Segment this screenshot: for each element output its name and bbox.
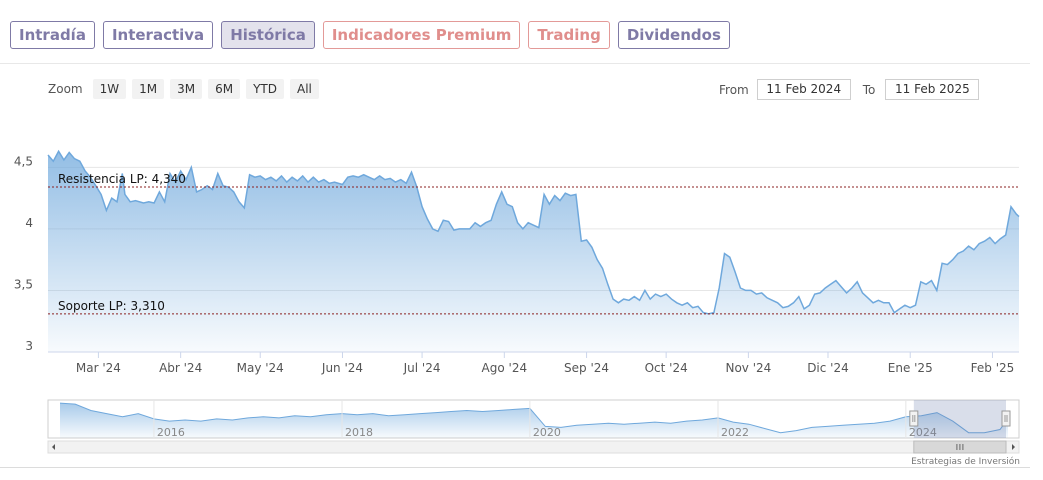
navigator-tick-label: 2018 [345, 426, 373, 439]
scroll-right-arrow-icon[interactable] [1012, 444, 1015, 450]
to-date-input[interactable]: 11 Feb 2025 [885, 79, 980, 100]
tab-dividendos[interactable]: Dividendos [617, 21, 730, 49]
navigator-right-handle[interactable] [1001, 410, 1011, 427]
to-label: To [862, 82, 876, 97]
zoom-all-button[interactable]: All [290, 79, 319, 99]
divider [0, 467, 1030, 468]
scrollbar-track [47, 440, 1020, 454]
zoom-1m-button[interactable]: 1M [132, 79, 165, 99]
navigator-selection [913, 400, 1006, 438]
divider [0, 63, 1030, 64]
x-tick-label: Abr '24 [159, 361, 202, 375]
zoom-1w-button[interactable]: 1W [92, 79, 127, 99]
series-line [47, 149, 1020, 315]
navigator-area [60, 403, 1008, 438]
y-tick-label: 4 [25, 216, 33, 230]
tab-indicadores-premium[interactable]: Indicadores Premium [322, 21, 521, 49]
tab-intrad-a[interactable]: Intradía [10, 21, 95, 49]
scroll-left-arrow-icon[interactable] [52, 444, 55, 450]
navigator-tick-label: 2020 [533, 426, 561, 439]
support-label: Soporte LP: 3,310 [58, 299, 165, 313]
handle-body [1001, 410, 1011, 427]
y-tick-label: 4,5 [14, 154, 33, 168]
y-tick-label: 3,5 [14, 277, 33, 291]
tab-trading[interactable]: Trading [528, 21, 610, 49]
chart-credits: Estrategias de Inversión [911, 456, 1020, 467]
zoom-label: Zoom [48, 82, 83, 96]
x-tick-label: Sep '24 [564, 361, 609, 375]
from-label: From [719, 82, 749, 97]
x-tick-label: Dic '24 [807, 361, 849, 375]
x-tick-label: Mar '24 [76, 361, 121, 375]
x-tick-label: Oct '24 [645, 361, 688, 375]
navigator-left-handle[interactable] [909, 410, 919, 427]
navigator-tick-label: 2016 [157, 426, 185, 439]
zoom-6m-button[interactable]: 6M [208, 79, 241, 99]
from-date-input[interactable]: 11 Feb 2024 [756, 79, 851, 100]
zoom-ytd-button[interactable]: YTD [246, 79, 284, 99]
date-range-selector: From 11 Feb 2024 To 11 Feb 2025 [719, 79, 980, 100]
x-tick-label: Nov '24 [725, 361, 771, 375]
navigator-line [59, 402, 1009, 434]
tab-hist-rica[interactable]: Histórica [221, 21, 315, 49]
zoom-3m-button[interactable]: 3M [170, 79, 203, 99]
x-tick-label: Feb '25 [971, 361, 1015, 375]
tab-interactiva[interactable]: Interactiva [102, 21, 214, 49]
x-tick-label: May '24 [237, 361, 284, 375]
resistance-label: Resistencia LP: 4,340 [58, 172, 186, 186]
x-tick-label: Ago '24 [482, 361, 528, 375]
x-tick-label: Jul '24 [403, 361, 441, 375]
handle-body [909, 410, 919, 427]
zoom-selector: Zoom 1W 1M 3M 6M YTD All [48, 79, 319, 99]
navigator-scrollbar [47, 440, 1020, 454]
x-tick-label: Jun '24 [321, 361, 363, 375]
navigator-tick-label: 2022 [721, 426, 749, 439]
navigator-tick-label: 2024 [909, 426, 937, 439]
tab-bar: Intradía Interactiva Histórica Indicadores … [10, 21, 730, 49]
y-tick-label: 3 [25, 339, 33, 353]
series-area [48, 151, 1019, 352]
x-tick-label: Ene '25 [888, 361, 933, 375]
